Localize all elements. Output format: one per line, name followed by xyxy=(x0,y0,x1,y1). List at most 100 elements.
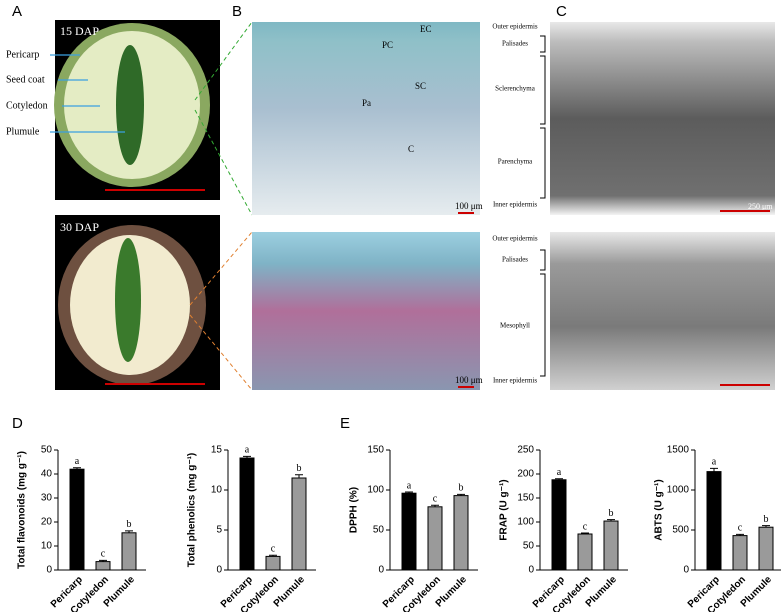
error-bar xyxy=(710,467,718,472)
scale-label: 100 μm xyxy=(455,201,483,211)
panel-label: D xyxy=(12,415,23,432)
significance-letter: c xyxy=(583,521,588,532)
bar xyxy=(291,477,307,571)
layer-label: Outer epidermis xyxy=(492,235,538,243)
bar xyxy=(453,495,469,571)
bracket xyxy=(540,273,546,377)
error-bar xyxy=(99,559,107,562)
y-tick-label: 100 xyxy=(367,485,384,496)
panel-label: B xyxy=(232,3,242,20)
y-tick-label: 0 xyxy=(378,565,384,576)
y-axis-label: Total phenolics (mg g⁻¹) xyxy=(187,453,198,568)
y-tick-label: 0 xyxy=(528,565,534,576)
y-tick-label: 500 xyxy=(672,525,689,536)
y-tick-label: 10 xyxy=(41,541,53,552)
y-tick-label: 40 xyxy=(41,469,53,480)
y-tick-label: 10 xyxy=(211,485,223,496)
y-axis-label: FRAP (U g⁻¹) xyxy=(499,479,510,540)
layer-label: Inner epidermis xyxy=(493,201,537,209)
bar xyxy=(758,526,774,571)
bar xyxy=(239,457,255,571)
significance-letter: c xyxy=(271,543,276,554)
zoom-line xyxy=(189,231,253,306)
y-tick-label: 20 xyxy=(41,517,53,528)
zoom-line xyxy=(194,21,253,101)
micrograph xyxy=(252,22,480,215)
layer-label: Outer epidermis xyxy=(492,23,538,31)
significance-letter: a xyxy=(557,467,562,478)
plumule-shape xyxy=(115,238,141,362)
zoom-line xyxy=(194,109,253,216)
error-bar xyxy=(243,455,251,458)
significance-letter: b xyxy=(297,463,302,474)
significance-letter: c xyxy=(738,523,743,534)
marker-label: SC xyxy=(415,81,426,91)
panel-label: A xyxy=(12,3,22,20)
layer-label: Palisades xyxy=(502,256,528,264)
sem-image xyxy=(550,22,775,215)
bar xyxy=(401,492,417,571)
error-bar xyxy=(125,530,133,533)
bar xyxy=(121,532,137,571)
y-tick-label: 50 xyxy=(41,445,53,456)
y-axis-label: Total flavonoids (mg g⁻¹) xyxy=(17,451,28,569)
part-label: Plumule xyxy=(6,126,40,137)
y-tick-label: 30 xyxy=(41,493,53,504)
marker-label: Pa xyxy=(362,98,371,108)
marker-label: PC xyxy=(382,40,393,50)
y-tick-label: 200 xyxy=(517,469,534,480)
layer-label: Sclerenchyma xyxy=(495,85,536,93)
significance-letter: b xyxy=(127,519,132,530)
y-tick-label: 1000 xyxy=(667,485,690,496)
part-label: Cotyledon xyxy=(6,100,48,111)
bar xyxy=(95,561,111,571)
significance-letter: b xyxy=(459,483,464,494)
y-tick-label: 100 xyxy=(517,517,534,528)
layer-label: Mesophyll xyxy=(500,322,530,330)
bracket xyxy=(540,35,546,53)
panel-label: E xyxy=(340,415,350,432)
error-bar xyxy=(269,554,277,557)
y-tick-label: 150 xyxy=(517,493,534,504)
bar xyxy=(69,468,85,571)
error-bar xyxy=(555,478,563,480)
bar xyxy=(706,471,722,571)
error-bar xyxy=(405,491,413,494)
bar xyxy=(265,555,281,571)
layer-label: Parenchyma xyxy=(498,158,533,166)
error-bar xyxy=(431,504,439,507)
part-label: Seed coat xyxy=(6,74,45,85)
error-bar xyxy=(581,532,589,534)
error-bar xyxy=(295,474,303,478)
y-tick-label: 0 xyxy=(46,565,52,576)
bar xyxy=(427,506,443,571)
panel-label: C xyxy=(556,3,567,20)
significance-letter: c xyxy=(433,493,438,504)
significance-letter: a xyxy=(712,457,717,468)
stage-label: 15 DAP xyxy=(60,24,99,38)
significance-letter: a xyxy=(407,480,412,491)
marker-label: C xyxy=(408,144,414,154)
y-tick-label: 1500 xyxy=(667,445,690,456)
part-label: Pericarp xyxy=(6,49,39,60)
sem-image xyxy=(550,232,775,390)
bracket xyxy=(540,127,546,199)
bar xyxy=(603,520,619,571)
y-axis-label: DPPH (%) xyxy=(349,487,360,533)
plumule-shape xyxy=(116,45,144,165)
significance-letter: c xyxy=(101,549,106,560)
y-tick-label: 250 xyxy=(517,445,534,456)
y-tick-label: 5 xyxy=(216,525,222,536)
y-tick-label: 0 xyxy=(683,565,689,576)
y-tick-label: 150 xyxy=(367,445,384,456)
y-axis-label: ABTS (U g⁻¹) xyxy=(654,479,665,540)
scale-label: 100 μm xyxy=(455,375,483,385)
bracket xyxy=(540,249,546,271)
error-bar xyxy=(73,467,81,470)
significance-letter: a xyxy=(75,456,80,467)
y-tick-label: 0 xyxy=(216,565,222,576)
y-tick-label: 50 xyxy=(523,541,535,552)
marker-label: EC xyxy=(420,24,432,34)
